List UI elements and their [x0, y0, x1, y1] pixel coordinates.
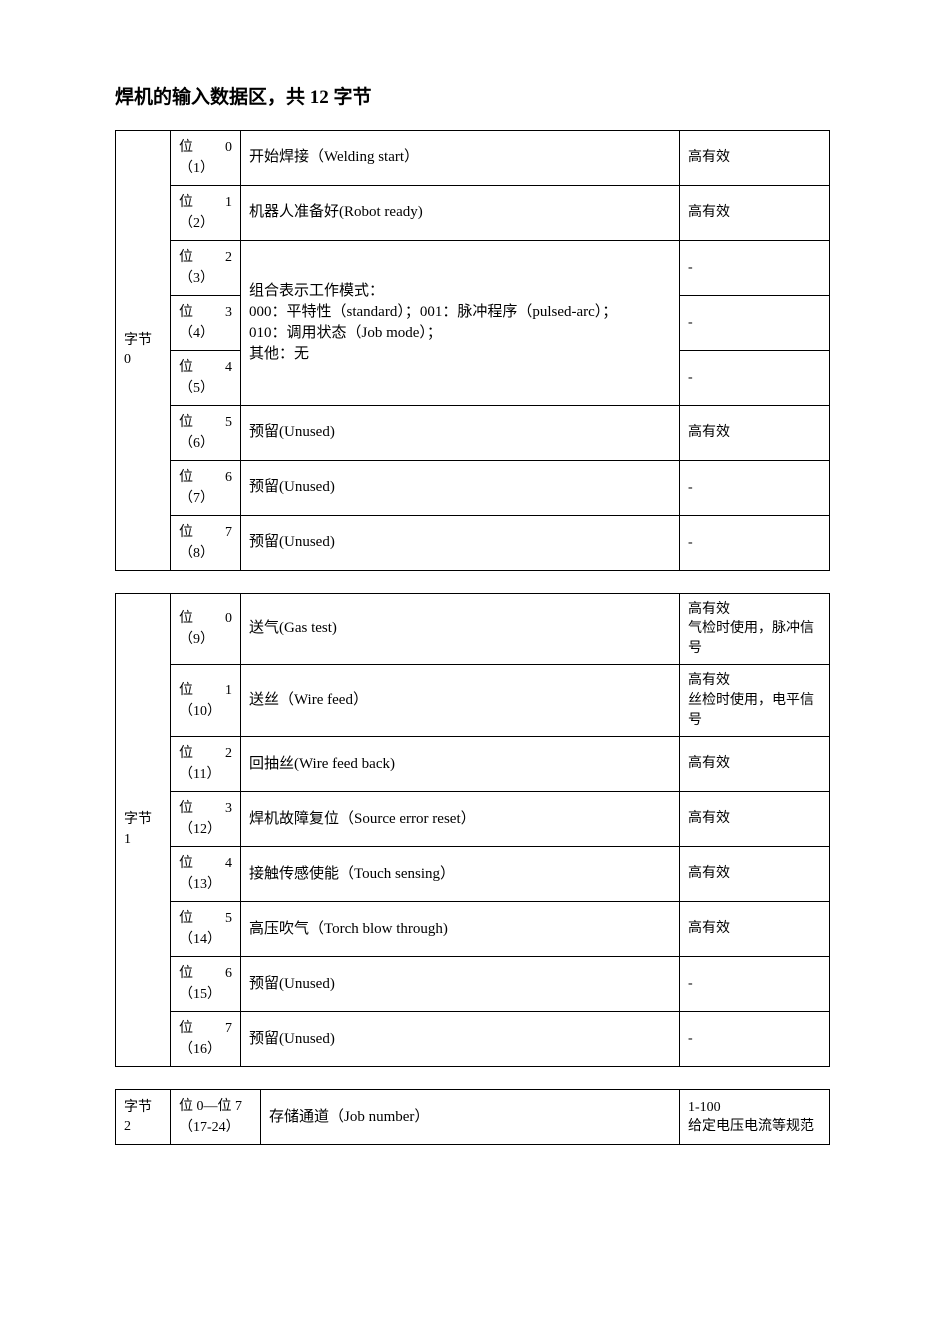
note: - [680, 240, 830, 295]
bit-label: 位1（2） [171, 185, 241, 240]
bit-label: 位3（4） [171, 295, 241, 350]
title-prefix: 焊机的输入数据区，共 [115, 87, 310, 108]
bit-label: 位6（7） [171, 460, 241, 515]
table-row: 位1（2）机器人准备好(Robot ready)高有效 [116, 185, 830, 240]
tables-container: 字节 0位0（1）开始焊接（Welding start）高有效位1（2）机器人准… [115, 130, 830, 1146]
description: 机器人准备好(Robot ready) [241, 185, 680, 240]
description: 预留(Unused) [241, 515, 680, 570]
bit-label: 位5（6） [171, 405, 241, 460]
page-title: 焊机的输入数据区，共 12 字节 [115, 85, 830, 112]
description: 高压吹气（Torch blow through) [241, 902, 680, 957]
note: - [680, 350, 830, 405]
note: - [680, 957, 830, 1012]
note: 高有效 [680, 130, 830, 185]
table-row: 字节 1位0（9）送气(Gas test)高有效气检时使用，脉冲信号 [116, 593, 830, 665]
table-row: 位5（6）预留(Unused)高有效 [116, 405, 830, 460]
bit-label: 位2（11） [171, 737, 241, 792]
bit-label: 位5（14） [171, 902, 241, 957]
description: 开始焊接（Welding start） [241, 130, 680, 185]
byte-label: 字节 2 [116, 1090, 171, 1145]
table-row: 位3（12）焊机故障复位（Source error reset）高有效 [116, 792, 830, 847]
bit-label: 位1（10） [171, 665, 241, 737]
bit-label: 位7（16） [171, 1012, 241, 1067]
description: 焊机故障复位（Source error reset） [241, 792, 680, 847]
table-row: 位6（15）预留(Unused)- [116, 957, 830, 1012]
note: - [680, 515, 830, 570]
title-num: 12 [310, 87, 329, 108]
table-row: 位7（8）预留(Unused)- [116, 515, 830, 570]
byte-table-1: 字节 1位0（9）送气(Gas test)高有效气检时使用，脉冲信号位1（10）… [115, 593, 830, 1068]
note: - [680, 1012, 830, 1067]
bit-label: 位3（12） [171, 792, 241, 847]
description: 预留(Unused) [241, 460, 680, 515]
description: 预留(Unused) [241, 1012, 680, 1067]
description: 送气(Gas test) [241, 593, 680, 665]
table-row: 位6（7）预留(Unused)- [116, 460, 830, 515]
note: 高有效 [680, 792, 830, 847]
table-row: 位1（10）送丝（Wire feed）高有效丝检时使用，电平信号 [116, 665, 830, 737]
table-row: 位2（11）回抽丝(Wire feed back)高有效 [116, 737, 830, 792]
byte-label: 字节 0 [116, 130, 171, 570]
description: 送丝（Wire feed） [241, 665, 680, 737]
bit-label: 位2（3） [171, 240, 241, 295]
bit-label: 位4（5） [171, 350, 241, 405]
description: 组合表示工作模式：000：平特性（standard）；001：脉冲程序（puls… [241, 240, 680, 405]
byte-table-2: 字节 2位 0—位 7（17-24）存储通道（Job number）1-100给… [115, 1089, 830, 1145]
table-row: 字节 2位 0—位 7（17-24）存储通道（Job number）1-100给… [116, 1090, 830, 1145]
bit-label: 位0（9） [171, 593, 241, 665]
table-row: 位5（14）高压吹气（Torch blow through)高有效 [116, 902, 830, 957]
note: 高有效 [680, 847, 830, 902]
note: 高有效 [680, 185, 830, 240]
bit-label: 位 0—位 7（17-24） [171, 1090, 261, 1145]
note: 高有效丝检时使用，电平信号 [680, 665, 830, 737]
note: 高有效气检时使用，脉冲信号 [680, 593, 830, 665]
table-row: 字节 0位0（1）开始焊接（Welding start）高有效 [116, 130, 830, 185]
note: - [680, 295, 830, 350]
bit-label: 位4（13） [171, 847, 241, 902]
description: 预留(Unused) [241, 405, 680, 460]
description: 预留(Unused) [241, 957, 680, 1012]
bit-label: 位0（1） [171, 130, 241, 185]
note: 高有效 [680, 405, 830, 460]
table-row: 位2（3）组合表示工作模式：000：平特性（standard）；001：脉冲程序… [116, 240, 830, 295]
description: 存储通道（Job number） [261, 1090, 680, 1145]
byte-table-0: 字节 0位0（1）开始焊接（Welding start）高有效位1（2）机器人准… [115, 130, 830, 571]
note: - [680, 460, 830, 515]
note: 1-100给定电压电流等规范 [680, 1090, 830, 1145]
bit-label: 位7（8） [171, 515, 241, 570]
note: 高有效 [680, 902, 830, 957]
bit-label: 位6（15） [171, 957, 241, 1012]
byte-label: 字节 1 [116, 593, 171, 1067]
description: 回抽丝(Wire feed back) [241, 737, 680, 792]
note: 高有效 [680, 737, 830, 792]
table-row: 位7（16）预留(Unused)- [116, 1012, 830, 1067]
table-row: 位4（13）接触传感使能（Touch sensing）高有效 [116, 847, 830, 902]
title-suffix: 字节 [329, 87, 372, 108]
description: 接触传感使能（Touch sensing） [241, 847, 680, 902]
